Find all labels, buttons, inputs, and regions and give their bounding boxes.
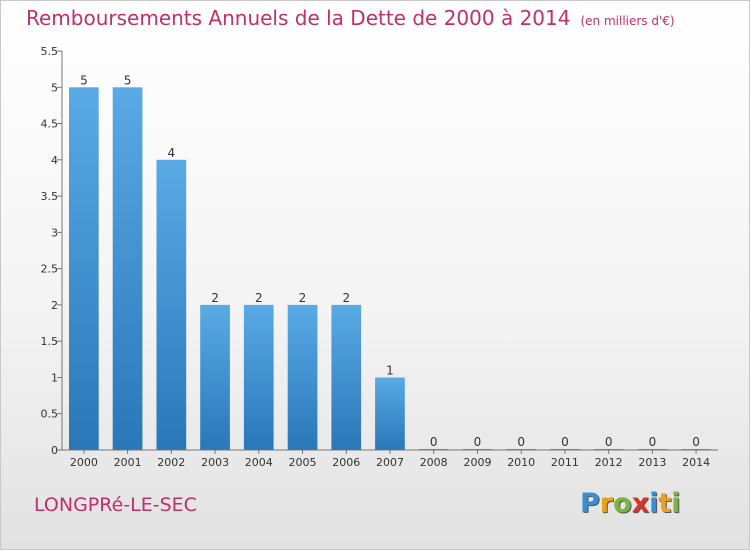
x-tick-label-2012: 2012	[595, 456, 623, 469]
commune-name: LONGPRé-LE-SEC	[34, 494, 197, 516]
x-tick-label-2006: 2006	[332, 456, 360, 469]
logo-letter: i	[671, 488, 681, 519]
x-tick-label-2009: 2009	[464, 456, 492, 469]
x-tick-label-2010: 2010	[507, 456, 535, 469]
bar-2004	[243, 304, 274, 450]
bar-2005	[287, 304, 318, 450]
data-label-2002: 4	[167, 146, 175, 160]
x-tick-label-2004: 2004	[245, 456, 273, 469]
y-tick-label-4.5: 4.5	[41, 118, 59, 131]
data-label-2008: 0	[430, 435, 438, 449]
data-label-2005: 2	[299, 291, 307, 305]
proxiti-logo: Proxiti	[580, 488, 681, 519]
x-tick-label-2014: 2014	[682, 456, 710, 469]
bar-2001	[112, 87, 143, 451]
y-tick-label-5.5: 5.5	[41, 45, 59, 58]
chart-title: Remboursements Annuels de la Dette de 20…	[26, 6, 675, 30]
x-tick-label-2011: 2011	[551, 456, 579, 469]
data-label-2001: 5	[124, 73, 132, 87]
data-label-2014: 0	[692, 435, 700, 449]
bar-2000	[69, 87, 99, 451]
x-tick-label-2002: 2002	[157, 456, 185, 469]
x-tick-label-2005: 2005	[289, 456, 317, 469]
logo-letter: x	[631, 488, 650, 519]
x-tick-label-2003: 2003	[201, 456, 229, 469]
y-tick-label-3.5: 3.5	[41, 190, 59, 203]
x-tick-label-2001: 2001	[114, 456, 142, 469]
x-tick-label-2007: 2007	[376, 456, 404, 469]
y-tick-label-4: 4	[51, 154, 58, 167]
y-tick-label-0: 0	[51, 444, 58, 457]
y-tick-label-1: 1	[51, 372, 58, 385]
bar-2003	[200, 304, 230, 450]
bar-2007	[375, 377, 405, 450]
logo-letter: t	[658, 488, 672, 519]
data-label-2011: 0	[561, 435, 569, 449]
data-label-2003: 2	[211, 291, 219, 305]
logo-letter: P	[580, 488, 600, 519]
chart-title-text: Remboursements Annuels de la Dette de 20…	[26, 6, 571, 30]
bar-2002	[156, 159, 187, 451]
data-label-2007: 1	[386, 364, 394, 378]
logo-letter: i	[649, 488, 659, 519]
y-tick-label-1.5: 1.5	[41, 335, 59, 348]
x-tick-label-2008: 2008	[420, 456, 448, 469]
logo-letter: o	[613, 488, 632, 519]
data-label-2006: 2	[342, 291, 350, 305]
chart-unit: (en milliers d'€)	[580, 14, 675, 28]
x-tick-label-2013: 2013	[638, 456, 666, 469]
y-tick-label-2.5: 2.5	[41, 263, 59, 276]
x-tick-label-2000: 2000	[70, 456, 98, 469]
data-label-2000: 5	[80, 73, 88, 87]
y-tick-label-0.5: 0.5	[41, 408, 59, 421]
bar-2006	[331, 304, 362, 450]
y-tick-label-2: 2	[51, 299, 58, 312]
data-label-2004: 2	[255, 291, 263, 305]
logo-letter: r	[599, 488, 614, 519]
y-tick-label-3: 3	[51, 226, 58, 239]
y-tick-label-5: 5	[51, 81, 58, 94]
data-label-2009: 0	[474, 435, 482, 449]
data-label-2010: 0	[517, 435, 525, 449]
data-label-2013: 0	[649, 435, 657, 449]
data-label-2012: 0	[605, 435, 613, 449]
